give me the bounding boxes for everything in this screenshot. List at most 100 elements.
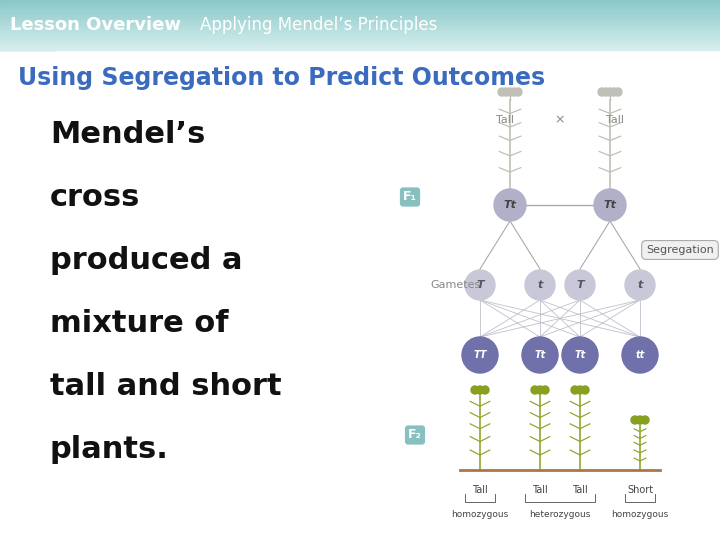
Text: tt: tt [635,350,644,360]
Circle shape [531,386,539,394]
Bar [0,0,55,50]
Text: t: t [537,280,543,290]
Circle shape [631,416,639,424]
Bar [0,28,720,29]
Text: Applying Mendel’s Principles: Applying Mendel’s Principles [200,16,437,34]
Text: Tt: Tt [534,350,546,360]
Bar [0,44,720,45]
Circle shape [506,88,514,96]
Circle shape [510,88,518,96]
Bar [0,0,720,1]
Bar [0,30,720,31]
Bar [0,37,720,39]
Circle shape [525,270,555,300]
Circle shape [641,416,649,424]
Circle shape [576,386,584,394]
Text: Mendel’s: Mendel’s [50,120,205,149]
Bar [0,17,720,19]
Text: tall and short: tall and short [50,372,282,401]
Bar [0,35,720,36]
Circle shape [602,88,610,96]
Bar [0,23,720,24]
Text: Using Segregation to Predict Outcomes: Using Segregation to Predict Outcomes [18,66,545,90]
Bar [0,32,720,33]
Bar [0,9,720,10]
Bar [0,10,720,11]
Text: Tt: Tt [503,200,516,210]
Bar [0,36,720,37]
Bar [0,20,720,21]
Bar [0,45,720,46]
Circle shape [522,337,558,373]
Circle shape [562,337,598,373]
Circle shape [536,386,544,394]
Text: F₂: F₂ [408,429,422,442]
Circle shape [594,189,626,221]
Bar [0,12,720,14]
Bar [0,39,720,40]
Bar [0,16,720,17]
Circle shape [598,88,606,96]
Circle shape [581,386,589,394]
Circle shape [471,386,479,394]
Circle shape [622,337,658,373]
Text: T: T [576,280,584,290]
Text: F₁: F₁ [403,191,417,204]
Text: Tall: Tall [572,485,588,495]
Text: Tall: Tall [496,115,514,125]
Bar [0,46,720,48]
Text: Short: Short [627,485,653,495]
Text: homozygous: homozygous [611,510,669,519]
Circle shape [636,416,644,424]
Bar [0,11,720,12]
Text: produced a: produced a [50,246,243,275]
Circle shape [625,270,655,300]
Bar [0,5,720,6]
Bar [0,25,720,26]
Circle shape [571,386,579,394]
Circle shape [481,386,489,394]
Circle shape [476,386,484,394]
Text: Tt: Tt [575,350,585,360]
Text: Lesson Overview: Lesson Overview [10,16,181,34]
Text: Segregation: Segregation [646,245,714,255]
Circle shape [606,88,614,96]
Bar [0,24,720,25]
Bar [0,15,720,16]
Text: Tall: Tall [472,485,488,495]
Text: mixture of: mixture of [50,309,228,338]
Circle shape [565,270,595,300]
Text: Tall: Tall [606,115,624,125]
Bar [0,21,720,23]
Bar [0,49,720,50]
Bar [0,41,720,43]
Circle shape [462,337,498,373]
Text: cross: cross [50,183,140,212]
Circle shape [465,270,495,300]
Text: TT: TT [473,350,487,360]
Bar [0,1,720,3]
Text: homozygous: homozygous [451,510,508,519]
Bar [0,43,720,44]
Bar [0,33,720,35]
Circle shape [502,88,510,96]
Text: Tall: Tall [532,485,548,495]
Bar [0,40,720,41]
Bar [0,29,720,30]
Bar [0,31,720,32]
Text: T: T [476,280,484,290]
Bar [0,48,720,49]
Bar [0,3,720,4]
Text: Tt: Tt [603,200,616,210]
Text: Gametes: Gametes [430,280,480,290]
Text: plants.: plants. [50,435,169,464]
Text: heterozygous: heterozygous [529,510,590,519]
Circle shape [514,88,522,96]
Bar [0,19,720,20]
Bar [0,26,720,28]
Bar [0,4,720,5]
Circle shape [614,88,622,96]
Circle shape [498,88,506,96]
Circle shape [541,386,549,394]
Text: t: t [637,280,643,290]
